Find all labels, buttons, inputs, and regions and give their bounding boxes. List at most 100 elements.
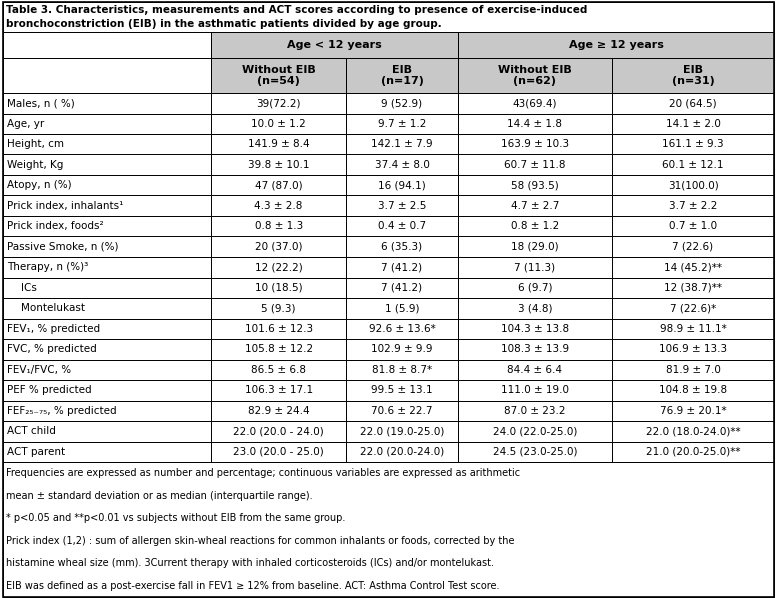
Bar [3, 154, 211, 175]
Bar [211, 32, 458, 58]
Bar [3, 114, 211, 134]
Text: 9.7 ± 1.2: 9.7 ± 1.2 [378, 119, 426, 129]
Text: 31(100.0): 31(100.0) [667, 180, 719, 190]
Text: 1 (5.9): 1 (5.9) [385, 303, 420, 313]
Text: 22.0 (20.0 - 24.0): 22.0 (20.0 - 24.0) [233, 426, 324, 437]
Bar [346, 134, 458, 154]
Bar [458, 58, 612, 93]
Bar [612, 196, 774, 216]
Text: 0.8 ± 1.2: 0.8 ± 1.2 [510, 221, 559, 231]
Text: 106.9 ± 13.3: 106.9 ± 13.3 [659, 344, 727, 354]
Text: 98.9 ± 11.1*: 98.9 ± 11.1* [660, 324, 726, 334]
Text: 92.6 ± 13.6*: 92.6 ± 13.6* [368, 324, 435, 334]
Text: 111.0 ± 19.0: 111.0 ± 19.0 [501, 385, 569, 395]
Bar [612, 421, 774, 441]
Bar [458, 196, 612, 216]
Bar [346, 216, 458, 236]
Bar [346, 339, 458, 359]
Bar [3, 216, 211, 236]
Text: 106.3 ± 17.1: 106.3 ± 17.1 [245, 385, 312, 395]
Bar [346, 401, 458, 421]
Bar [3, 298, 211, 319]
Text: mean ± standard deviation or as median (interquartile range).: mean ± standard deviation or as median (… [6, 491, 312, 501]
Text: 0.4 ± 0.7: 0.4 ± 0.7 [378, 221, 426, 231]
Bar [458, 277, 612, 298]
Bar [3, 257, 211, 277]
Bar [346, 236, 458, 257]
Text: 4.3 ± 2.8: 4.3 ± 2.8 [254, 201, 303, 210]
Text: 14 (45.2)**: 14 (45.2)** [664, 263, 722, 272]
Bar [458, 175, 612, 196]
Bar [612, 175, 774, 196]
Text: 22.0 (20.0-24.0): 22.0 (20.0-24.0) [360, 447, 444, 457]
Text: 14.1 ± 2.0: 14.1 ± 2.0 [666, 119, 720, 129]
Bar [3, 401, 211, 421]
Text: 14.4 ± 1.8: 14.4 ± 1.8 [507, 119, 563, 129]
Bar [458, 339, 612, 359]
Bar [612, 277, 774, 298]
Text: Prick index (1,2) : sum of allergen skin-wheal reactions for common inhalants or: Prick index (1,2) : sum of allergen skin… [6, 536, 514, 546]
Bar [346, 93, 458, 114]
Bar [612, 134, 774, 154]
Bar [211, 134, 346, 154]
Text: Without EIB
(n=62): Without EIB (n=62) [498, 65, 572, 86]
Text: histamine wheal size (mm). 3Current therapy with inhaled corticosteroids (ICs) a: histamine wheal size (mm). 3Current ther… [6, 559, 494, 568]
Text: 47 (87.0): 47 (87.0) [255, 180, 302, 190]
Text: 76.9 ± 20.1*: 76.9 ± 20.1* [660, 406, 726, 416]
Text: 70.6 ± 22.7: 70.6 ± 22.7 [371, 406, 433, 416]
Text: 105.8 ± 12.2: 105.8 ± 12.2 [245, 344, 312, 354]
Bar [211, 298, 346, 319]
Text: 20 (37.0): 20 (37.0) [255, 242, 302, 252]
Text: 3.7 ± 2.2: 3.7 ± 2.2 [669, 201, 717, 210]
Text: 101.6 ± 12.3: 101.6 ± 12.3 [245, 324, 312, 334]
Bar [3, 93, 211, 114]
Text: Weight, Kg: Weight, Kg [7, 160, 64, 170]
Text: 0.8 ± 1.3: 0.8 ± 1.3 [255, 221, 303, 231]
Bar [3, 421, 211, 441]
Text: Height, cm: Height, cm [7, 139, 64, 150]
Text: 104.8 ± 19.8: 104.8 ± 19.8 [659, 385, 727, 395]
Text: Without EIB
(n=54): Without EIB (n=54) [242, 65, 315, 86]
Bar [346, 441, 458, 462]
Text: Age ≥ 12 years: Age ≥ 12 years [569, 40, 664, 50]
Text: * p<0.05 and **p<0.01 vs subjects without EIB from the same group.: * p<0.05 and **p<0.01 vs subjects withou… [6, 513, 345, 523]
Text: 81.9 ± 7.0: 81.9 ± 7.0 [666, 365, 720, 375]
Bar [458, 134, 612, 154]
Text: 7 (41.2): 7 (41.2) [382, 283, 423, 293]
Bar [346, 257, 458, 277]
Bar [3, 319, 211, 339]
Bar [612, 339, 774, 359]
Text: 87.0 ± 23.2: 87.0 ± 23.2 [504, 406, 566, 416]
Text: 86.5 ± 6.8: 86.5 ± 6.8 [251, 365, 306, 375]
Bar [458, 257, 612, 277]
Bar [3, 32, 211, 58]
Text: 39.8 ± 10.1: 39.8 ± 10.1 [248, 160, 309, 170]
Bar [458, 359, 612, 380]
Text: 60.7 ± 11.8: 60.7 ± 11.8 [504, 160, 566, 170]
Bar [3, 277, 211, 298]
Text: 10.0 ± 1.2: 10.0 ± 1.2 [251, 119, 306, 129]
Text: 7 (22.6)*: 7 (22.6)* [670, 303, 716, 313]
Text: 142.1 ± 7.9: 142.1 ± 7.9 [371, 139, 433, 150]
Text: 60.1 ± 12.1: 60.1 ± 12.1 [662, 160, 724, 170]
Text: 3.7 ± 2.5: 3.7 ± 2.5 [378, 201, 426, 210]
Text: 4.7 ± 2.7: 4.7 ± 2.7 [510, 201, 559, 210]
Text: EIB
(n=17): EIB (n=17) [381, 65, 423, 86]
Bar [612, 441, 774, 462]
Bar [458, 114, 612, 134]
Text: ACT child: ACT child [7, 426, 56, 437]
Text: 22.0 (18.0-24.0)**: 22.0 (18.0-24.0)** [646, 426, 740, 437]
Bar [612, 236, 774, 257]
Text: 21.0 (20.0-25.0)**: 21.0 (20.0-25.0)** [646, 447, 740, 457]
Bar [346, 359, 458, 380]
Bar [3, 380, 211, 401]
Text: 102.9 ± 9.9: 102.9 ± 9.9 [371, 344, 433, 354]
Text: PEF % predicted: PEF % predicted [7, 385, 92, 395]
Text: ACT parent: ACT parent [7, 447, 65, 457]
Bar [612, 359, 774, 380]
Bar [612, 58, 774, 93]
Bar [3, 196, 211, 216]
Bar [458, 216, 612, 236]
Bar [346, 196, 458, 216]
Bar [3, 134, 211, 154]
